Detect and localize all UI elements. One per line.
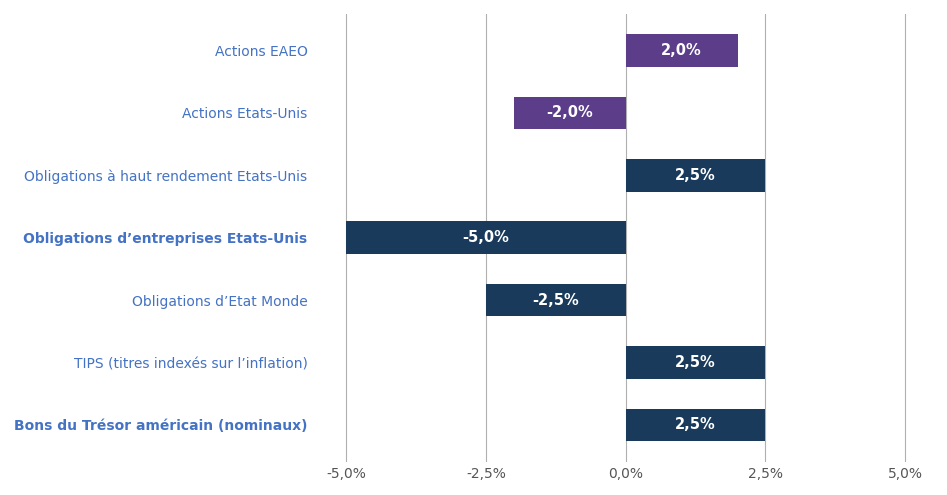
Bar <box>514 97 626 129</box>
Text: 2,5%: 2,5% <box>675 355 716 370</box>
Text: 2,0%: 2,0% <box>661 43 702 58</box>
Text: 2,5%: 2,5% <box>675 417 716 433</box>
Text: 2,5%: 2,5% <box>675 168 716 183</box>
Text: -5,0%: -5,0% <box>463 230 509 245</box>
Bar <box>626 34 738 67</box>
Bar <box>626 159 765 192</box>
Bar <box>347 221 626 254</box>
Text: -2,5%: -2,5% <box>532 293 580 307</box>
Bar <box>626 409 765 441</box>
Text: -2,0%: -2,0% <box>546 105 594 120</box>
Bar <box>626 346 765 379</box>
Bar <box>486 284 626 316</box>
